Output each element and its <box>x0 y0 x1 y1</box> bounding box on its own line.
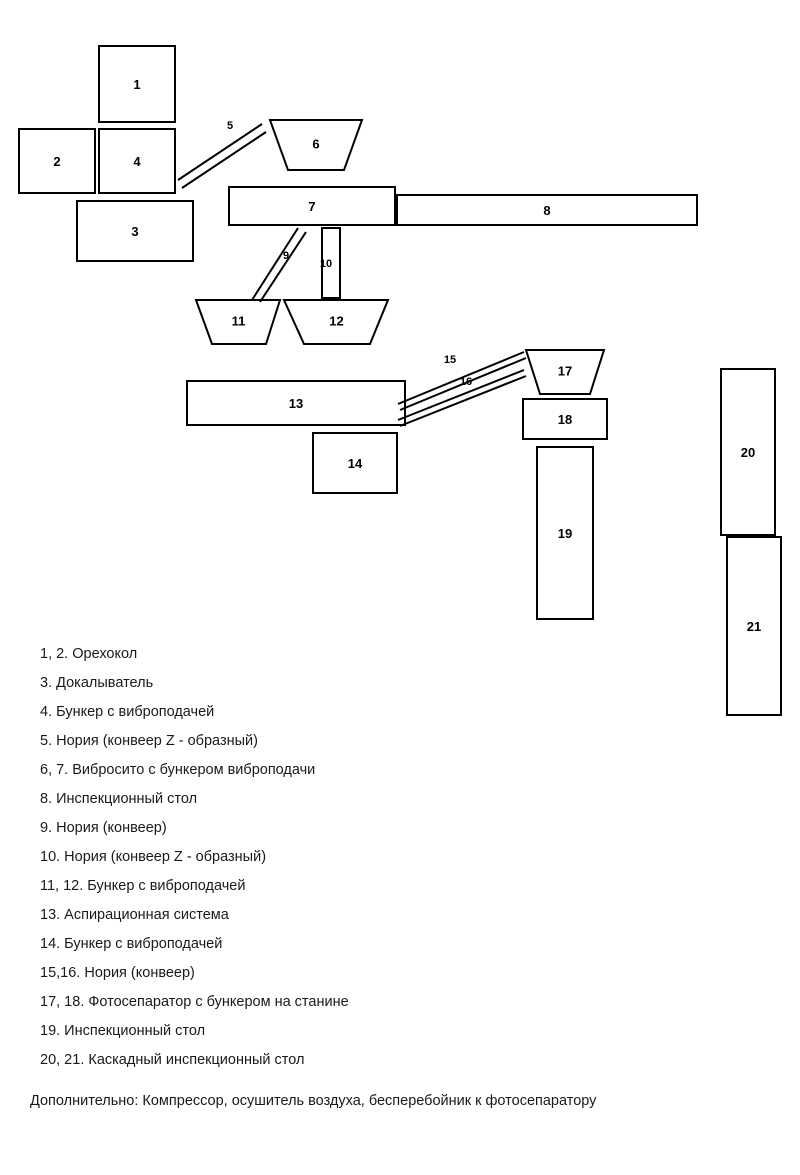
svg-layer: 6 11 12 17 5 9 10 15 16 <box>0 0 800 640</box>
legend-item: 6, 7. Вибросито с бункером виброподачи <box>40 756 770 785</box>
legend-list: 1, 2. Орехокол3. Докалыватель4. Бункер с… <box>40 640 770 1075</box>
legend-item: 8. Инспекционный стол <box>40 785 770 814</box>
diagram-canvas: 1 2 4 3 7 8 13 14 18 19 20 21 6111217591… <box>0 0 800 640</box>
svg-text:16: 16 <box>460 376 472 388</box>
legend-item: 17, 18. Фотосепаратор с бункером на стан… <box>40 988 770 1017</box>
svg-text:10: 10 <box>320 258 332 270</box>
legend-item: 15,16. Нория (конвеер) <box>40 959 770 988</box>
svg-text:15: 15 <box>444 354 456 366</box>
legend-item: 11, 12. Бункер с виброподачей <box>40 872 770 901</box>
svg-text:9: 9 <box>283 250 289 262</box>
footnote-text: Дополнительно: Компрессор, осушитель воз… <box>30 1093 770 1109</box>
legend-item: 1, 2. Орехокол <box>40 640 770 669</box>
svg-text:5: 5 <box>227 120 233 132</box>
legend-item: 5. Нория (конвеер Z - образный) <box>40 727 770 756</box>
legend-item: 10. Нория (конвеер Z - образный) <box>40 843 770 872</box>
legend-item: 13. Аспирационная система <box>40 901 770 930</box>
legend-item: 19. Инспекционный стол <box>40 1017 770 1046</box>
legend-item: 3. Докалыватель <box>40 669 770 698</box>
svg-text:11: 11 <box>232 313 246 328</box>
legend-item: 4. Бункер с виброподачей <box>40 698 770 727</box>
svg-text:12: 12 <box>329 313 343 328</box>
footnote-content: Дополнительно: Компрессор, осушитель воз… <box>30 1093 596 1109</box>
legend-item: 20, 21. Каскадный инспекционный стол <box>40 1046 770 1075</box>
legend-item: 9. Нория (конвеер) <box>40 814 770 843</box>
svg-text:17: 17 <box>558 363 572 378</box>
legend-item: 14. Бункер с виброподачей <box>40 930 770 959</box>
svg-text:6: 6 <box>312 136 319 151</box>
